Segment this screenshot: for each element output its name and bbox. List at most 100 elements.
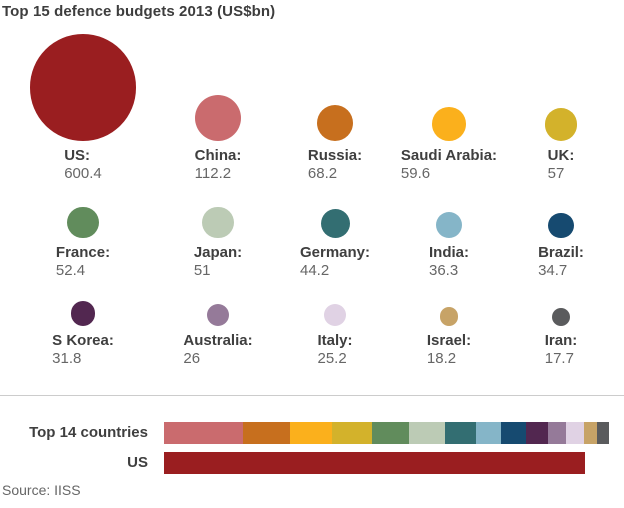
country-name: India: <box>429 244 469 262</box>
country-label-block: Japan: 51 <box>194 244 242 280</box>
circle-holder <box>317 34 353 141</box>
circle-holder <box>206 301 230 326</box>
country-name: Australia: <box>183 331 253 349</box>
country-label-block: Saudi Arabia: 59.6 <box>401 147 497 183</box>
country-label-block: S Korea: 31.8 <box>52 332 114 368</box>
country-name: Russia: <box>307 146 363 164</box>
country-name: Japan: <box>193 244 243 262</box>
country-cell: US: 600.4 <box>0 34 166 183</box>
stacked-bar-segment <box>242 421 291 444</box>
country-name: UK: <box>547 146 575 164</box>
country-name: France: <box>55 244 111 262</box>
country-cell: Russia: 68.2 <box>270 34 400 183</box>
stacked-bar-segment <box>332 421 373 444</box>
stacked-bar-segment <box>566 421 584 444</box>
country-bubble <box>202 207 234 239</box>
country-cell: Australia: 26 <box>166 301 270 368</box>
country-label-block: Iran: 17.7 <box>545 332 578 368</box>
country-value: 31.8 <box>52 349 82 367</box>
country-cell: Italy: 25.2 <box>270 301 400 368</box>
bubble-row-1: US: 600.4 China: 112.2 Russia: 68.2 Saudi Arab… <box>0 34 624 183</box>
country-cell: Israel: 18.2 <box>400 301 498 368</box>
country-bubble <box>317 104 353 141</box>
circle-holder <box>324 301 346 326</box>
country-value: 52.4 <box>55 262 86 280</box>
country-label-block: Australia: 26 <box>183 332 252 368</box>
country-value: 17.7 <box>544 349 574 367</box>
country-cell: Japan: 51 <box>166 207 270 281</box>
country-bubble <box>67 206 99 239</box>
bubble-row-2: France: 52.4 Japan: 51 Germany: 44.2 India: 36.… <box>0 206 624 281</box>
country-name: Italy: <box>317 331 353 349</box>
country-value: 59.6 <box>400 164 431 182</box>
country-bubble <box>320 209 350 239</box>
country-cell: France: 52.4 <box>0 206 166 281</box>
us-bar-row: US <box>0 451 624 474</box>
country-label-block: Brazil: 34.7 <box>538 244 584 280</box>
stacked-bar-segment <box>596 421 610 444</box>
stacked-bar-segment <box>372 421 410 444</box>
country-bubble <box>435 212 463 239</box>
country-bubble <box>194 94 242 141</box>
country-label-block: Israel: 18.2 <box>427 332 471 368</box>
country-name: China: <box>194 146 242 164</box>
country-cell: UK: 57 <box>498 34 624 183</box>
country-value: 68.2 <box>307 164 338 182</box>
us-bar <box>164 451 586 474</box>
circle-holder <box>202 207 234 239</box>
country-cell: China: 112.2 <box>166 34 270 183</box>
country-bubble <box>544 107 578 141</box>
country-cell: Germany: 44.2 <box>270 207 400 281</box>
country-value: 112.2 <box>194 164 232 182</box>
circle-holder <box>548 207 574 239</box>
stacked-bar-segment <box>525 421 548 444</box>
circle-holder <box>439 301 459 326</box>
stacked-bar-segment <box>475 421 502 444</box>
country-bubble <box>324 304 346 326</box>
stacked-bar-segment <box>444 421 476 444</box>
country-label-block: France: 52.4 <box>56 244 110 280</box>
country-cell: Brazil: 34.7 <box>498 207 624 281</box>
chart-title: Top 15 defence budgets 2013 (US$bn) <box>2 3 276 20</box>
top14-stacked-bar <box>164 421 610 444</box>
stacked-bar-segment <box>501 421 526 444</box>
country-cell: S Korea: 31.8 <box>0 301 166 368</box>
country-value: 25.2 <box>317 349 347 367</box>
bubble-grid: US: 600.4 China: 112.2 Russia: 68.2 Saudi Arab… <box>0 34 624 368</box>
country-value: 26 <box>183 349 201 367</box>
country-value: 34.7 <box>538 262 568 280</box>
country-bubble <box>439 307 459 326</box>
circle-holder <box>194 34 242 141</box>
top14-bar-label: Top 14 countries <box>29 424 148 442</box>
stacked-bar-segment <box>409 421 445 444</box>
country-label-block: UK: 57 <box>548 147 575 183</box>
comparison-bars: Top 14 countries US <box>0 421 624 474</box>
country-value: 18.2 <box>426 349 457 367</box>
country-cell: Saudi Arabia: 59.6 <box>400 34 498 183</box>
stacked-bar-segment <box>164 421 243 444</box>
stacked-bar-segment <box>290 421 333 444</box>
stacked-bar-segment <box>547 421 567 444</box>
country-bubble <box>551 307 571 326</box>
us-bar-track <box>164 451 586 474</box>
country-label-block: India: 36.3 <box>429 244 469 280</box>
country-name: Iran: <box>544 331 578 349</box>
circle-holder <box>70 301 96 326</box>
country-name: Israel: <box>426 331 472 349</box>
country-bubble <box>206 303 230 326</box>
country-bubble <box>548 212 574 239</box>
source-note: Source: IISS <box>2 481 81 498</box>
country-label-block: Russia: 68.2 <box>308 147 362 183</box>
circle-holder <box>29 34 137 141</box>
country-label-block: China: 112.2 <box>195 147 242 183</box>
top14-bar-row: Top 14 countries <box>0 421 624 444</box>
country-bubble <box>29 34 137 141</box>
country-bubble <box>70 301 96 326</box>
circle-holder <box>551 301 571 326</box>
bubble-row-3: S Korea: 31.8 Australia: 26 Italy: 25.2 Israel… <box>0 301 624 368</box>
country-label-block: US: 600.4 <box>64 147 102 183</box>
country-name: US: <box>64 146 91 164</box>
circle-holder <box>435 207 463 239</box>
country-name: Brazil: <box>538 244 584 262</box>
